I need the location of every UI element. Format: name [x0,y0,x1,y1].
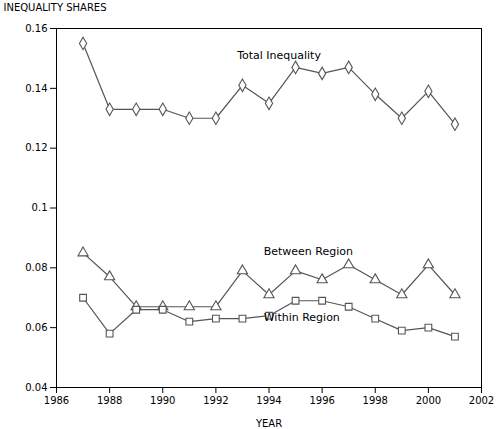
svg-text:Between Region: Between Region [264,245,353,258]
svg-text:INEQUALITY SHARES: INEQUALITY SHARES [4,2,107,13]
svg-text:0.12: 0.12 [25,142,47,153]
svg-text:0.16: 0.16 [25,23,47,34]
svg-text:2002: 2002 [469,395,494,406]
svg-text:Within Region: Within Region [264,311,340,324]
svg-text:1992: 1992 [203,395,228,406]
svg-text:1996: 1996 [309,395,334,406]
svg-text:1988: 1988 [97,395,122,406]
svg-text:0.1: 0.1 [32,202,48,213]
svg-text:1994: 1994 [256,395,281,406]
svg-text:2000: 2000 [416,395,441,406]
svg-text:0.04: 0.04 [25,382,47,393]
svg-text:1990: 1990 [150,395,175,406]
svg-text:0.08: 0.08 [25,262,47,273]
svg-text:0.14: 0.14 [25,83,47,94]
svg-text:Total Inequality: Total Inequality [236,49,321,62]
svg-text:1998: 1998 [363,395,388,406]
svg-text:0.06: 0.06 [25,322,47,333]
svg-text:YEAR: YEAR [255,418,282,429]
svg-text:1986: 1986 [44,395,69,406]
